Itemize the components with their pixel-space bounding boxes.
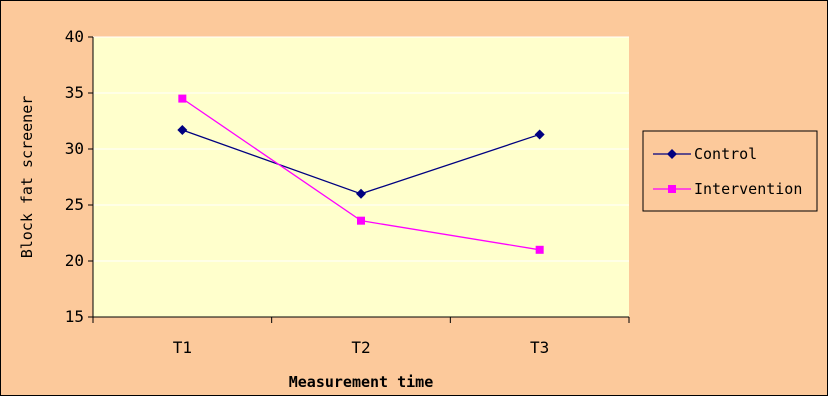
- legend: Control Intervention: [642, 130, 818, 212]
- data-point-intervention-T3: [535, 245, 544, 254]
- x-axis-title: Measurement time: [289, 373, 434, 391]
- x-tick-label-T1: T1: [173, 338, 192, 357]
- legend-marker-intervention: [668, 185, 676, 193]
- series-intervention: [178, 94, 544, 254]
- y-tick-label-30: 30: [65, 139, 84, 158]
- legend-items: Control Intervention: [653, 145, 802, 198]
- series-layer: [177, 94, 545, 254]
- axes: 15 20 25 30 35 40 T1 T2 T3: [65, 27, 630, 357]
- data-point-intervention-T1: [178, 94, 187, 103]
- plot-area: [93, 37, 629, 317]
- data-point-control-T3: [534, 129, 545, 140]
- data-point-control-T2: [356, 188, 366, 199]
- x-tick-label-T2: T2: [351, 338, 370, 357]
- y-axis-title: Block fat screener: [18, 96, 36, 259]
- gridlines: [93, 36, 629, 262]
- legend-marker-control: [667, 149, 677, 159]
- legend-box: [642, 130, 818, 212]
- y-tick-label-25: 25: [65, 195, 84, 214]
- data-point-control-T1: [177, 124, 188, 135]
- x-tick-label-T3: T3: [530, 338, 549, 357]
- y-tick-label-35: 35: [65, 83, 84, 102]
- y-tick-label-15: 15: [65, 307, 84, 326]
- legend-label-control: Control: [694, 145, 757, 163]
- y-tick-label-20: 20: [65, 251, 84, 270]
- legend-label-intervention: Intervention: [694, 180, 802, 198]
- data-point-intervention-T2: [357, 216, 365, 225]
- series-control: [177, 124, 545, 199]
- y-tick-label-40: 40: [65, 27, 84, 46]
